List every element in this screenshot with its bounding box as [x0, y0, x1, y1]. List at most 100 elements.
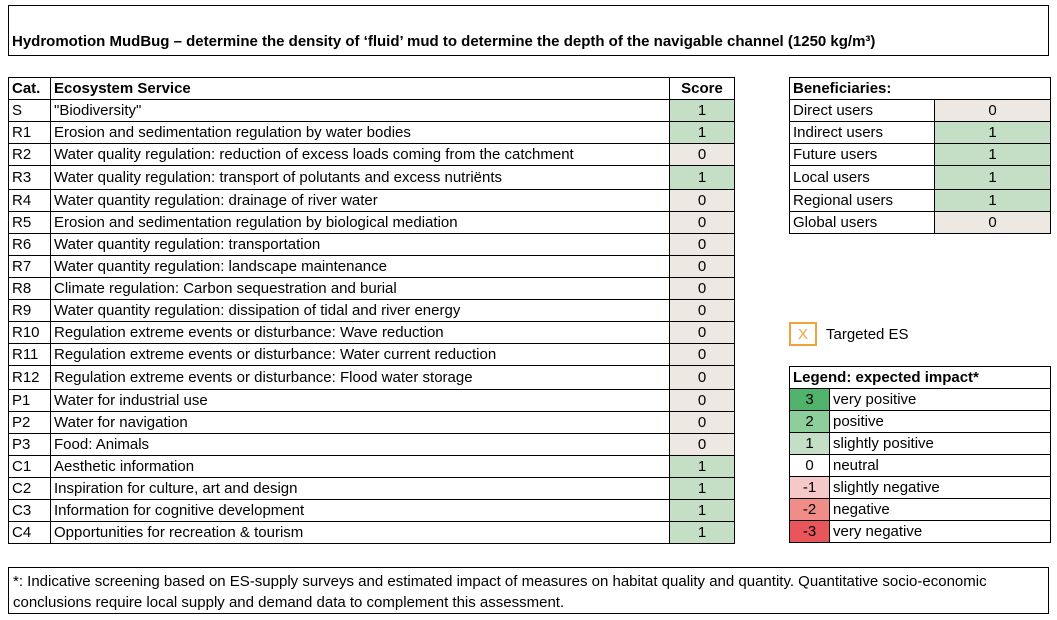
table-row: R6 Water quantity regulation: transportat… [8, 233, 735, 256]
legend-row: 1 slightly positive [789, 432, 1052, 455]
beneficiary-label: Indirect users [789, 121, 935, 144]
service-cell: Regulation extreme events or disturbance… [50, 365, 670, 390]
beneficiary-score: 0 [933, 211, 1052, 234]
score-cell: 0 [669, 233, 735, 256]
cat-cell: R6 [8, 233, 51, 256]
score-cell: 0 [669, 277, 735, 300]
legend-label: positive [828, 410, 1052, 433]
table-row: P3 Food: Animals 0 [8, 433, 735, 456]
cat-cell: R8 [8, 277, 51, 300]
legend-label: neutral [828, 454, 1052, 477]
cat-cell: C3 [8, 499, 51, 522]
table-row: R1 Erosion and sedimentation regulation b… [8, 121, 735, 144]
legend-row: -2 negative [789, 498, 1052, 521]
service-cell: Water quantity regulation: transportatio… [50, 233, 670, 256]
legend-row: -3 very negative [789, 520, 1052, 543]
beneficiary-label: Direct users [789, 99, 935, 122]
beneficiary-score: 1 [933, 121, 1052, 144]
beneficiary-score: 1 [933, 143, 1052, 166]
beneficiaries-table: Beneficiaries: Direct users 0 Indirect use… [788, 77, 1052, 234]
legend-row: -1 slightly negative [789, 476, 1052, 499]
table-row: R10 Regulation extreme events or disturba… [8, 321, 735, 344]
legend-swatch: 2 [789, 410, 830, 433]
beneficiary-row: Direct users 0 [789, 99, 1052, 122]
cat-cell: R9 [8, 299, 51, 322]
beneficiary-score: 1 [933, 189, 1052, 212]
legend-row: 2 positive [789, 410, 1052, 433]
table-row: R9 Water quantity regulation: dissipation… [8, 299, 735, 322]
cat-cell: R7 [8, 255, 51, 278]
legend-label: negative [828, 498, 1052, 521]
targeted-es-key: X Targeted ES [789, 321, 909, 347]
service-cell: Water quality regulation: transport of p… [50, 165, 670, 190]
ecosystem-services-table: Cat. Ecosystem Service Score S "Biodivers… [8, 77, 735, 544]
header-cat: Cat. [8, 77, 51, 100]
service-cell: Water quantity regulation: drainage of r… [50, 189, 670, 212]
beneficiary-label: Local users [789, 165, 935, 190]
service-cell: Regulation extreme events or disturbance… [50, 343, 670, 366]
legend-swatch: 0 [789, 454, 830, 477]
header-service: Ecosystem Service [50, 77, 670, 100]
table-row: R3 Water quality regulation: transport of… [8, 165, 735, 190]
cat-cell: C4 [8, 521, 51, 544]
score-cell: 0 [669, 411, 735, 434]
legend-label: slightly positive [828, 432, 1052, 455]
legend-swatch: 1 [789, 432, 830, 455]
cat-cell: S [8, 99, 51, 122]
table-header-row: Cat. Ecosystem Service Score [8, 77, 735, 100]
score-cell: 1 [669, 455, 735, 478]
service-cell: Regulation extreme events or disturbance… [50, 321, 670, 344]
service-cell: Water for navigation [50, 411, 670, 434]
service-cell: Climate regulation: Carbon sequestration… [50, 277, 670, 300]
score-cell: 0 [669, 143, 735, 166]
table-row: R5 Erosion and sedimentation regulation b… [8, 211, 735, 234]
table-row: R11 Regulation extreme events or disturba… [8, 343, 735, 366]
targeted-marker-box: X [789, 322, 817, 346]
cat-cell: R4 [8, 189, 51, 212]
beneficiary-score: 1 [933, 165, 1052, 190]
service-cell: Water quantity regulation: dissipation o… [50, 299, 670, 322]
cat-cell: R3 [8, 165, 51, 190]
beneficiary-label: Future users [789, 143, 935, 166]
table-row: P1 Water for industrial use 0 [8, 389, 735, 412]
beneficiary-score: 0 [933, 99, 1052, 122]
beneficiary-label: Regional users [789, 189, 935, 212]
service-cell: Water for industrial use [50, 389, 670, 412]
beneficiary-row: Regional users 1 [789, 189, 1052, 212]
table-row: P2 Water for navigation 0 [8, 411, 735, 434]
legend-header: Legend: expected impact* [788, 366, 1052, 389]
score-cell: 1 [669, 165, 735, 190]
legend-label: slightly negative [828, 476, 1052, 499]
score-cell: 0 [669, 255, 735, 278]
legend-label: very positive [828, 388, 1052, 411]
beneficiary-label: Global users [789, 211, 935, 234]
score-cell: 0 [669, 211, 735, 234]
service-cell: Information for cognitive development [50, 499, 670, 522]
beneficiaries-header-row: Beneficiaries: [788, 77, 1052, 100]
service-cell: Aesthetic information [50, 455, 670, 478]
cat-cell: R12 [8, 365, 51, 390]
score-cell: 0 [669, 389, 735, 412]
cat-cell: C1 [8, 455, 51, 478]
legend-swatch: -3 [789, 520, 830, 543]
score-cell: 0 [669, 433, 735, 456]
page-title: Hydromotion MudBug – determine the densi… [12, 33, 876, 50]
score-cell: 1 [669, 521, 735, 544]
targeted-label: Targeted ES [826, 325, 909, 343]
service-cell: Inspiration for culture, art and design [50, 477, 670, 500]
score-cell: 0 [669, 343, 735, 366]
score-cell: 1 [669, 477, 735, 500]
legend-row: 0 neutral [789, 454, 1052, 477]
score-cell: 1 [669, 99, 735, 122]
footnote: *: Indicative screening based on ES-supp… [8, 567, 1049, 614]
table-row: C4 Opportunities for recreation & tourism… [8, 521, 735, 544]
legend-swatch: -1 [789, 476, 830, 499]
cat-cell: R2 [8, 143, 51, 166]
service-cell: Erosion and sedimentation regulation by … [50, 121, 670, 144]
score-cell: 0 [669, 299, 735, 322]
cat-cell: C2 [8, 477, 51, 500]
cat-cell: R1 [8, 121, 51, 144]
beneficiary-row: Indirect users 1 [789, 121, 1052, 144]
table-row: C2 Inspiration for culture, art and desig… [8, 477, 735, 500]
cat-cell: P2 [8, 411, 51, 434]
